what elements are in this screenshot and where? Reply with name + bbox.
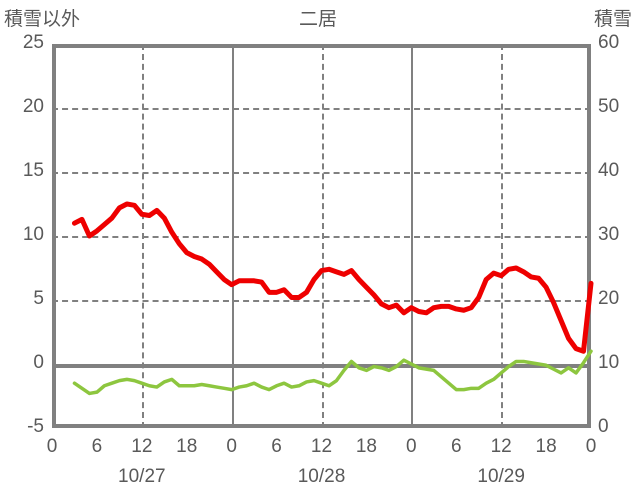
right-axis-tick-label: 40 (598, 160, 620, 181)
right-axis-tick-label: 10 (598, 352, 620, 373)
right-axis-tick-label: 20 (598, 288, 620, 309)
x-axis-tick-label: 0 (226, 436, 237, 457)
precipitation-series (71, 201, 594, 354)
left-axis-tick-label: 5 (33, 288, 44, 309)
hour-12-gridline (501, 44, 504, 428)
x-axis-tick-label: 12 (310, 436, 333, 457)
plot-area (52, 44, 594, 428)
x-axis-tick-label: 12 (131, 436, 153, 457)
left-axis-tick-label: 20 (22, 96, 44, 117)
left-axis-tick-label: 0 (33, 352, 44, 373)
x-axis-tick-label: 0 (585, 436, 597, 457)
x-axis-tick-label: 0 (46, 436, 58, 457)
day-label: 10/28 (297, 466, 346, 487)
x-axis-tick-label: 18 (535, 436, 557, 457)
right-axis-tick-label: 0 (598, 416, 609, 437)
x-axis-tick-label: 6 (91, 436, 103, 457)
x-axis-tick-label: 6 (271, 436, 282, 457)
day-label: 10/29 (477, 466, 525, 487)
chart-title: 二居 (298, 9, 337, 30)
left-axis-unit-label: 積雪以外 (4, 9, 81, 30)
hour-12-gridline (141, 44, 144, 428)
x-axis-tick-label: 0 (406, 436, 417, 457)
x-axis-tick-label: 18 (355, 436, 377, 457)
x-axis-tick-label: 18 (176, 436, 198, 457)
plot-frame (52, 44, 591, 428)
right-axis-unit-label: 積雪 (593, 9, 632, 30)
precipitation-line (71, 201, 594, 354)
left-axis-tick-label: 25 (22, 32, 44, 53)
right-axis-tick-label: 50 (598, 96, 620, 117)
hour-12-gridline (321, 44, 324, 428)
right-axis-tick-label: 60 (598, 32, 620, 53)
x-axis-tick-label: 12 (490, 436, 512, 457)
left-axis-tick-label: 10 (22, 224, 44, 245)
day-label: 10/27 (118, 466, 166, 487)
right-axis-tick-label: 30 (598, 224, 620, 245)
left-axis-tick-label: 15 (22, 160, 44, 181)
left-axis-tick-label: -5 (27, 416, 44, 437)
snow-depth-line (72, 349, 593, 396)
snow-depth-series (72, 349, 593, 396)
x-axis-tick-label: 6 (450, 436, 462, 457)
day-boundary-gridline (411, 44, 414, 428)
day-boundary-gridline (231, 44, 234, 428)
